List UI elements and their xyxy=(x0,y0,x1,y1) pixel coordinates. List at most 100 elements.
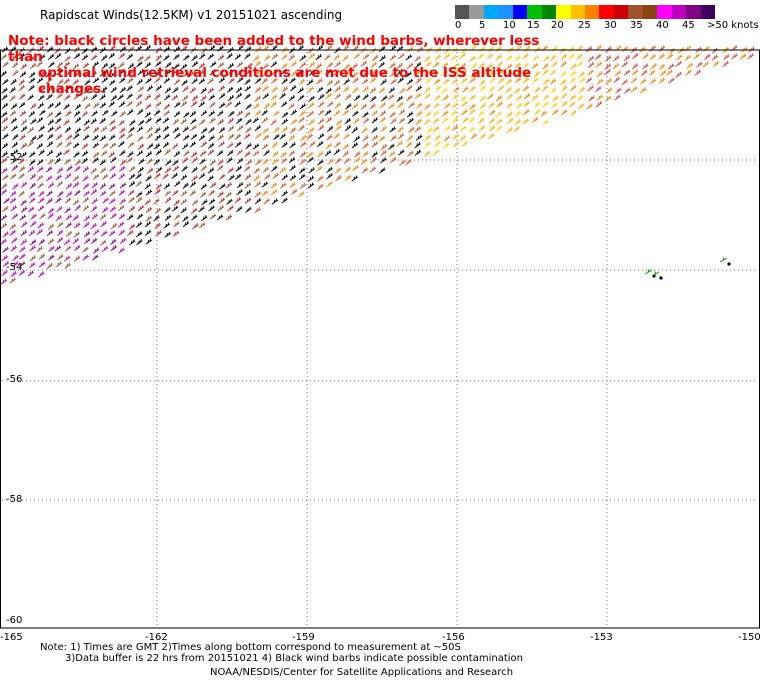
wind-barb xyxy=(154,127,161,134)
wind-barb xyxy=(344,124,352,132)
wind-barb xyxy=(56,141,63,148)
wind-barb xyxy=(424,70,432,77)
wind-barb xyxy=(414,69,422,76)
wind-barb xyxy=(243,133,251,140)
wind-barb xyxy=(353,53,361,60)
wind-barb xyxy=(254,60,262,67)
wind-barb xyxy=(20,199,27,206)
wind-barb xyxy=(425,61,432,68)
wind-barb xyxy=(234,101,241,108)
wind-barb xyxy=(390,118,397,125)
wind-barb xyxy=(11,61,19,68)
wind-barb xyxy=(171,172,178,179)
wind-barb xyxy=(289,77,296,84)
wind-barb xyxy=(47,254,55,261)
wind-barb xyxy=(154,207,162,214)
wind-barb xyxy=(72,86,79,93)
wind-barb xyxy=(560,85,568,92)
wind-barb xyxy=(100,86,108,93)
wind-barb xyxy=(505,86,512,93)
wind-barb xyxy=(90,70,98,78)
wind-barb xyxy=(326,181,333,188)
wind-barb xyxy=(46,86,54,93)
wind-barb xyxy=(495,95,503,102)
wind-barb xyxy=(441,117,449,124)
wind-barb xyxy=(83,125,90,132)
wind-barb xyxy=(56,237,64,244)
wind-barb xyxy=(28,77,36,84)
wind-barb xyxy=(126,100,133,107)
wind-barb xyxy=(172,118,180,125)
wind-barb xyxy=(659,70,667,77)
wind-barb xyxy=(515,69,523,76)
wind-barb xyxy=(531,94,538,101)
wind-barb xyxy=(371,151,378,158)
wind-barb xyxy=(281,126,288,133)
wind-barb xyxy=(396,95,403,102)
wind-barb xyxy=(334,167,342,174)
wind-barb xyxy=(135,196,143,203)
wind-barb xyxy=(479,79,486,86)
wind-barb xyxy=(342,71,350,78)
wind-barb xyxy=(262,63,269,70)
wind-barb xyxy=(190,100,198,107)
wind-barb xyxy=(29,239,37,246)
wind-barb xyxy=(396,63,403,70)
wind-barb xyxy=(632,69,639,76)
wind-barb xyxy=(389,111,396,118)
wind-barb xyxy=(461,86,469,93)
wind-barb xyxy=(171,143,179,150)
wind-barb xyxy=(56,61,64,68)
wind-barb xyxy=(227,62,235,69)
wind-barb xyxy=(263,54,271,61)
wind-barb xyxy=(236,149,243,156)
wind-barb xyxy=(560,92,568,100)
wind-barb xyxy=(469,77,476,84)
wind-barb xyxy=(91,182,99,189)
wind-barb xyxy=(101,173,109,181)
wind-barb xyxy=(317,133,325,140)
wind-barb xyxy=(479,71,486,78)
wind-barb xyxy=(423,55,431,62)
wind-barb xyxy=(101,230,108,237)
wind-barb xyxy=(29,62,37,70)
wind-barb xyxy=(118,165,126,172)
wind-barb xyxy=(514,110,522,117)
wind-barb xyxy=(397,149,405,156)
wind-barb xyxy=(100,126,108,133)
wind-barb xyxy=(468,117,475,124)
wind-barb xyxy=(190,151,198,158)
wind-barb xyxy=(514,62,522,69)
wind-barb xyxy=(262,70,269,77)
wind-barb xyxy=(244,189,252,196)
wind-barb xyxy=(181,215,189,222)
wind-barb xyxy=(83,119,91,126)
wind-barb xyxy=(578,86,586,94)
wind-barb xyxy=(74,159,82,166)
wind-barb xyxy=(228,77,235,84)
color-scale-tick: 25 xyxy=(578,20,591,31)
wind-barb xyxy=(91,198,98,205)
wind-barb xyxy=(327,158,334,165)
wind-barb xyxy=(234,53,242,60)
wind-barb xyxy=(101,206,109,213)
wind-barb xyxy=(351,142,359,149)
wind-barb xyxy=(317,159,324,166)
wind-barb xyxy=(153,143,161,150)
wind-barb xyxy=(254,77,262,84)
wind-barb xyxy=(290,109,298,116)
wind-barb xyxy=(39,70,46,77)
wind-barb xyxy=(451,78,459,85)
wind-barb xyxy=(334,61,342,68)
wind-barb xyxy=(173,53,180,60)
wind-barb xyxy=(18,172,25,180)
wind-barb xyxy=(668,77,675,84)
wind-barb xyxy=(334,86,341,93)
wind-barb xyxy=(191,214,198,221)
wind-barb xyxy=(64,85,71,92)
wind-barb xyxy=(326,62,334,69)
wind-barb xyxy=(18,84,26,92)
wind-barb xyxy=(389,71,396,78)
wind-barb xyxy=(255,132,262,139)
wind-barb xyxy=(217,205,225,212)
